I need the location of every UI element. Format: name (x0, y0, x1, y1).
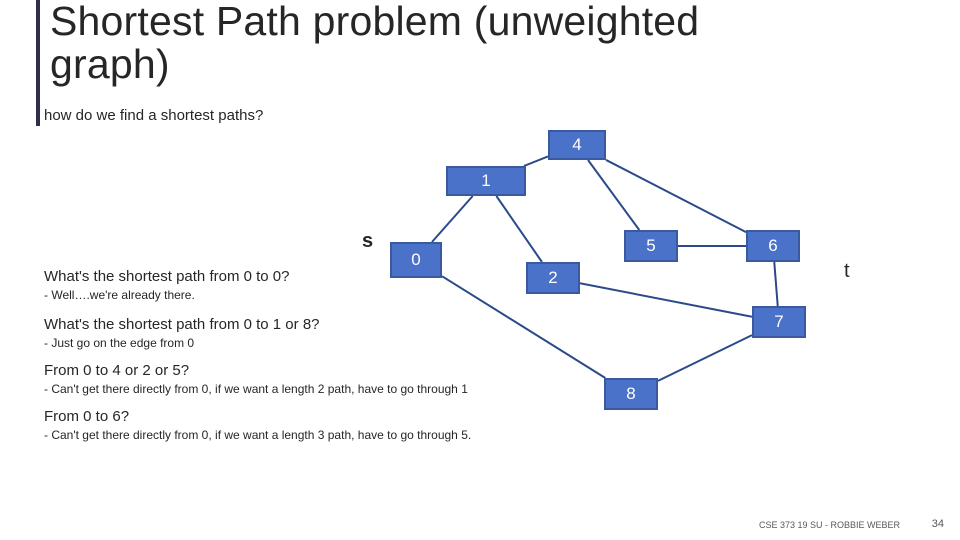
question-2: What's the shortest path from 0 to 1 or … (44, 316, 320, 333)
answer-1: - Well….we're already there. (44, 288, 195, 302)
source-label: s (362, 230, 373, 253)
page-number: 34 (932, 518, 944, 530)
title-line-1: Shortest Path problem (unweighted (50, 0, 699, 44)
answer-3: - Can't get there directly from 0, if we… (44, 382, 468, 396)
question-1: What's the shortest path from 0 to 0? (44, 268, 290, 285)
footer-text: CSE 373 19 SU - ROBBIE WEBER (759, 520, 900, 530)
graph-node-2: 2 (526, 262, 580, 294)
title-line-2: graph) (50, 41, 170, 87)
answer-4: - Can't get there directly from 0, if we… (44, 428, 471, 442)
target-label: t (844, 260, 850, 283)
graph-node-7: 7 (752, 306, 806, 338)
subtitle: how do we find a shortest paths? (44, 107, 263, 124)
graph-node-5: 5 (624, 230, 678, 262)
answer-2: - Just go on the edge from 0 (44, 336, 194, 350)
question-4: From 0 to 6? (44, 408, 129, 425)
page-title: Shortest Path problem (unweighted graph) (50, 0, 699, 86)
graph-node-1: 1 (446, 166, 526, 196)
graph-node-0: 0 (390, 242, 442, 278)
accent-bar (36, 0, 40, 126)
graph-node-8: 8 (604, 378, 658, 410)
graph-node-4: 4 (548, 130, 606, 160)
graph-node-6: 6 (746, 230, 800, 262)
question-3: From 0 to 4 or 2 or 5? (44, 362, 189, 379)
